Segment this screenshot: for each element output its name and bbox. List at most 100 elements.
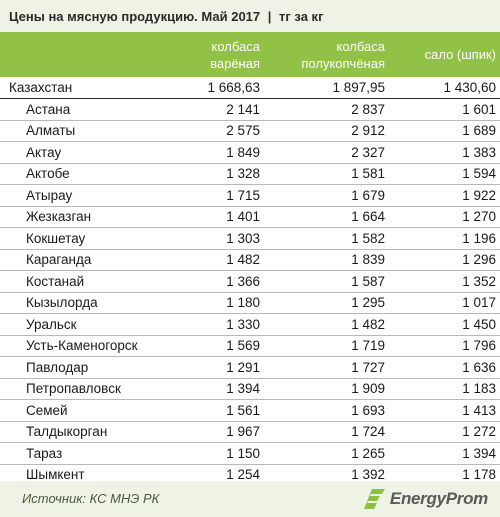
value-lard: 1 796 [462,338,496,354]
value-boiled-sausage: 1 330 [226,316,260,332]
logo-text: EnergyProm [389,489,488,508]
value-boiled-sausage: 2 575 [226,123,260,139]
value-lard: 1 352 [462,273,496,289]
value-semi-smoked-sausage: 1 295 [351,295,385,311]
value-lard: 1 196 [462,230,496,246]
table-row: Алматы 2 575 2 912 1 689 [0,121,500,142]
value-semi-smoked-sausage: 1 719 [351,338,385,354]
value-boiled-sausage: 1 328 [226,166,260,182]
region-name: Жезказган [26,209,92,225]
region-name: Усть-Каменогорск [26,338,138,354]
column-header-line: колбаса [211,38,260,54]
value-lard: 1 183 [462,381,496,397]
region-name: Астана [26,101,71,117]
region-name: Атырау [26,187,73,203]
value-lard: 1 017 [462,295,496,311]
value-boiled-sausage: 1 849 [226,144,260,160]
table-row: Актобе 1 328 1 581 1 594 [0,164,500,185]
region-name: Караганда [26,252,92,268]
value-lard: 1 922 [462,187,496,203]
value-lard: 1 636 [462,359,496,375]
table-row: Павлодар 1 291 1 727 1 636 [0,357,500,379]
value-lard: 1 450 [462,316,496,332]
value-boiled-sausage: 1 401 [226,209,260,225]
region-name: Казахстан [9,80,73,95]
value-boiled-sausage: 1 569 [226,338,260,354]
table-row: Талдыкорган 1 967 1 724 1 272 [0,422,500,443]
region-name: Уральск [26,316,77,332]
table-row: Актау 1 849 2 327 1 383 [0,142,500,164]
value-semi-smoked-sausage: 1 582 [351,230,385,246]
value-semi-smoked-sausage: 1 693 [351,402,385,418]
table-row: Жезказган 1 401 1 664 1 270 [0,207,500,228]
value-boiled-sausage: 1 291 [226,359,260,375]
value-boiled-sausage: 1 561 [226,402,260,418]
value-semi-smoked-sausage: 1 265 [351,445,385,461]
title-unit: тг за кг [279,9,324,24]
value-semi-smoked-sausage: 1 724 [351,424,385,440]
table-row: Кызылорда 1 180 1 295 1 017 [0,293,500,314]
column-header-boiled-sausage: колбаса варёная [180,32,260,77]
table-body: Казахстан 1 668,63 1 897,95 1 430,60 Астана 2… [0,77,500,486]
value-boiled-sausage: 1 482 [226,252,260,268]
region-name: Семей [26,402,68,418]
value-semi-smoked-sausage: 1 482 [351,316,385,332]
region-name: Шымкент [26,467,85,483]
value-lard: 1 601 [462,101,496,117]
region-name: Павлодар [26,359,89,375]
value-semi-smoked-sausage: 1 581 [351,166,385,182]
region-name: Петропавловск [26,381,121,397]
value-lard: 1 430,60 [443,80,496,95]
table-row: Астана 2 141 2 837 1 601 [0,99,500,121]
table-row: Усть-Каменогорск 1 569 1 719 1 796 [0,336,500,357]
value-boiled-sausage: 1 180 [226,295,260,311]
value-lard: 1 178 [462,467,496,483]
column-header-lard: сало (шпик) [385,32,496,77]
table-row: Кокшетау 1 303 1 582 1 196 [0,228,500,250]
table-row: Семей 1 561 1 693 1 413 [0,400,500,422]
logo: EnergyProm [363,485,488,513]
value-semi-smoked-sausage: 2 837 [351,101,385,117]
value-semi-smoked-sausage: 1 392 [351,467,385,483]
title-separator: | [267,9,272,24]
source-note: Источник: КС МНЭ РК [22,491,160,506]
value-boiled-sausage: 1 254 [226,467,260,483]
region-name: Костанай [26,273,85,289]
table-row: Петропавловск 1 394 1 909 1 183 [0,379,500,400]
table-row: Караганда 1 482 1 839 1 296 [0,250,500,271]
value-lard: 1 394 [462,445,496,461]
value-semi-smoked-sausage: 1 664 [351,209,385,225]
value-lard: 1 689 [462,123,496,139]
region-name: Кызылорда [26,295,98,311]
value-lard: 1 296 [462,252,496,268]
region-name: Алматы [26,123,76,139]
region-name: Актобе [26,166,70,182]
page-title: Цены на мясную продукцию. Май 2017 [9,9,261,24]
region-name: Тараз [26,445,63,461]
value-boiled-sausage: 1 150 [226,445,260,461]
title-bar: Цены на мясную продукцию. Май 2017 | тг … [0,0,500,32]
value-semi-smoked-sausage: 2 327 [351,144,385,160]
value-lard: 1 270 [462,209,496,225]
region-name: Актау [26,144,62,160]
value-boiled-sausage: 1 967 [226,424,260,440]
value-lard: 1 272 [462,424,496,440]
value-semi-smoked-sausage: 1 897,95 [332,80,385,95]
table-row: Уральск 1 330 1 482 1 450 [0,314,500,336]
value-boiled-sausage: 1 668,63 [207,80,260,95]
table-row-total: Казахстан 1 668,63 1 897,95 1 430,60 [0,77,500,99]
column-header-line: колбаса [336,38,385,54]
value-boiled-sausage: 2 141 [226,101,260,117]
table-row: Костанай 1 366 1 587 1 352 [0,271,500,293]
value-boiled-sausage: 1 715 [226,187,260,203]
footer: Источник: КС МНЭ РК EnergyProm [0,481,500,517]
table-header: колбаса варёная колбаса полукопчёная сал… [0,32,500,77]
value-semi-smoked-sausage: 1 727 [351,359,385,375]
region-name: Талдыкорган [26,424,108,440]
table-row: Атырау 1 715 1 679 1 922 [0,185,500,207]
value-semi-smoked-sausage: 1 587 [351,273,385,289]
header-label-column [0,32,180,77]
value-lard: 1 594 [462,166,496,182]
value-semi-smoked-sausage: 2 912 [351,123,385,139]
column-header-line: сало (шпик) [424,47,496,62]
